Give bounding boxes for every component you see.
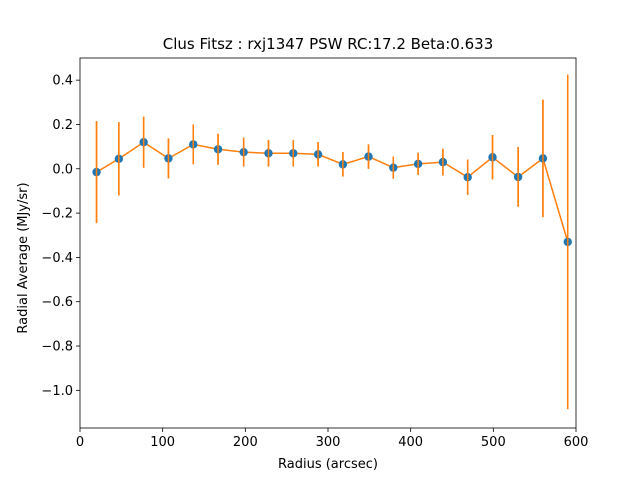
x-tick-label: 100 <box>150 435 175 450</box>
x-tick-label: 400 <box>398 435 423 450</box>
y-tick-label: −0.2 <box>41 207 73 222</box>
y-tick-label: 0.2 <box>52 118 73 133</box>
series-line <box>96 141 569 243</box>
y-tick-label: −0.6 <box>41 295 73 310</box>
x-tick-label: 200 <box>233 435 258 450</box>
y-tick-label: −0.4 <box>41 251 73 266</box>
y-tick-label: 0.4 <box>52 74 73 89</box>
x-tick-label: 0 <box>76 435 84 450</box>
x-tick-label: 600 <box>564 435 589 450</box>
y-tick-label: 0.0 <box>52 162 73 177</box>
x-tick-label: 300 <box>316 435 341 450</box>
y-tick-label: −1.0 <box>41 384 73 399</box>
x-axis-label: Radius (arcsec) <box>278 457 378 472</box>
x-tick-label: 500 <box>481 435 506 450</box>
chart-title: Clus Fitsz : rxj1347 PSW RC:17.2 Beta:0.… <box>163 35 493 53</box>
plot-area: 0 100 200 300 400 500 600 0.4 0.2 0.0 −0.2 −0.4 −0.6… <box>41 57 589 450</box>
y-tick-label: −0.8 <box>41 340 73 355</box>
y-axis-label: Radial Average (MJy/sr) <box>16 182 31 333</box>
axes-frame <box>79 57 577 429</box>
